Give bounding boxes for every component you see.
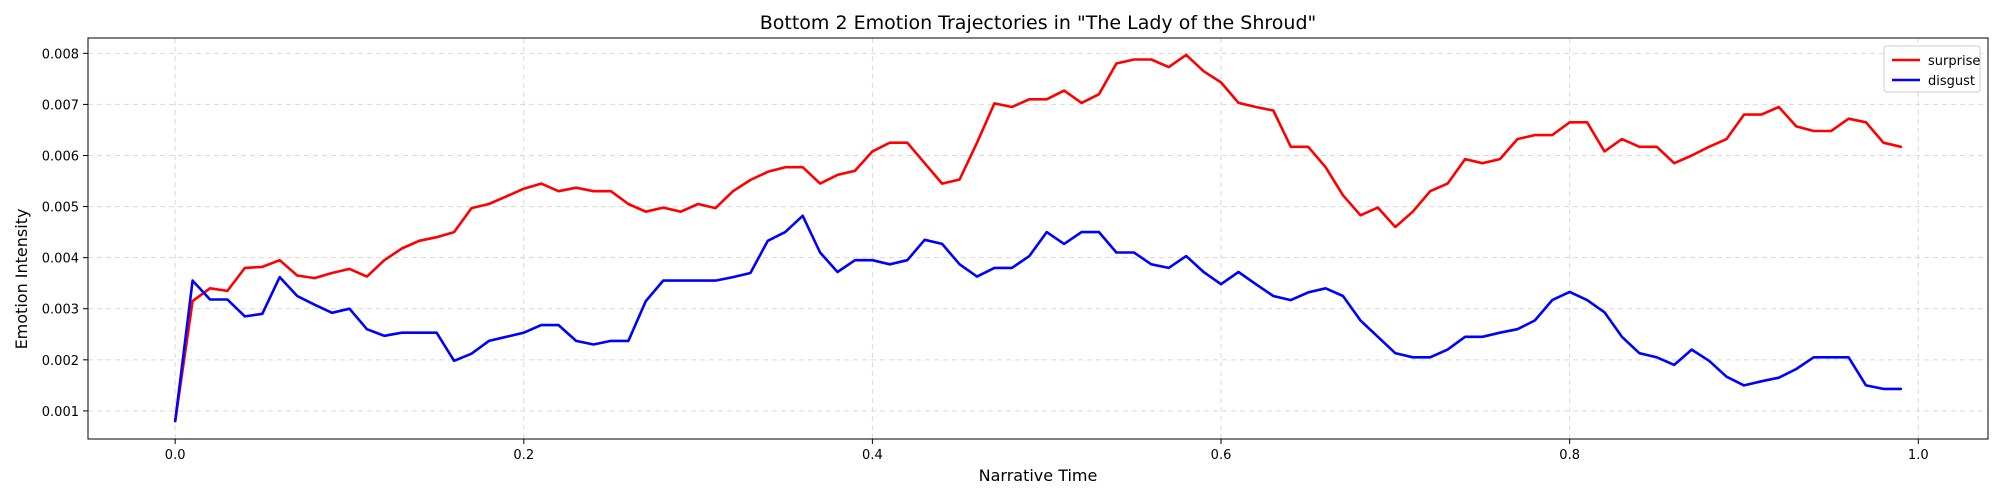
y-tick-label: 0.004	[42, 252, 79, 267]
x-tick-label: 0.6	[1211, 448, 1232, 463]
x-tick-label: 0.8	[1559, 448, 1580, 463]
grid-layer	[88, 38, 1988, 439]
series-layer	[173, 53, 1903, 423]
y-axis-label: Emotion Intensity	[12, 209, 31, 350]
y-tick-label: 0.008	[42, 47, 79, 62]
tick-layer: 0.0 0.2 0.4 0.6 0.8 1.0 0.001 0.002 0.003 0.004 0.…	[42, 47, 1929, 463]
y-tick-label: 0.007	[42, 98, 79, 113]
x-tick-label: 0.4	[862, 448, 883, 463]
x-tick-label: 0.2	[513, 448, 534, 463]
legend: surprise disgust	[1883, 45, 1981, 93]
series-line-surprise	[173, 53, 1903, 423]
x-tick-label: 0.0	[165, 448, 186, 463]
series-line-disgust	[173, 214, 1903, 423]
x-tick-label: 1.0	[1908, 448, 1929, 463]
plot-frame	[87, 37, 1989, 440]
legend-label-surprise: surprise	[1928, 54, 1980, 69]
x-axis-label: Narrative Time	[979, 466, 1098, 485]
y-tick-label: 0.002	[42, 354, 79, 369]
y-tick-label: 0.005	[42, 201, 79, 216]
chart-title: Bottom 2 Emotion Trajectories in "The La…	[760, 12, 1317, 34]
y-tick-label: 0.003	[42, 303, 79, 318]
y-tick-label: 0.001	[42, 405, 79, 420]
legend-label-disgust: disgust	[1928, 74, 1975, 89]
y-tick-label: 0.006	[42, 149, 79, 164]
